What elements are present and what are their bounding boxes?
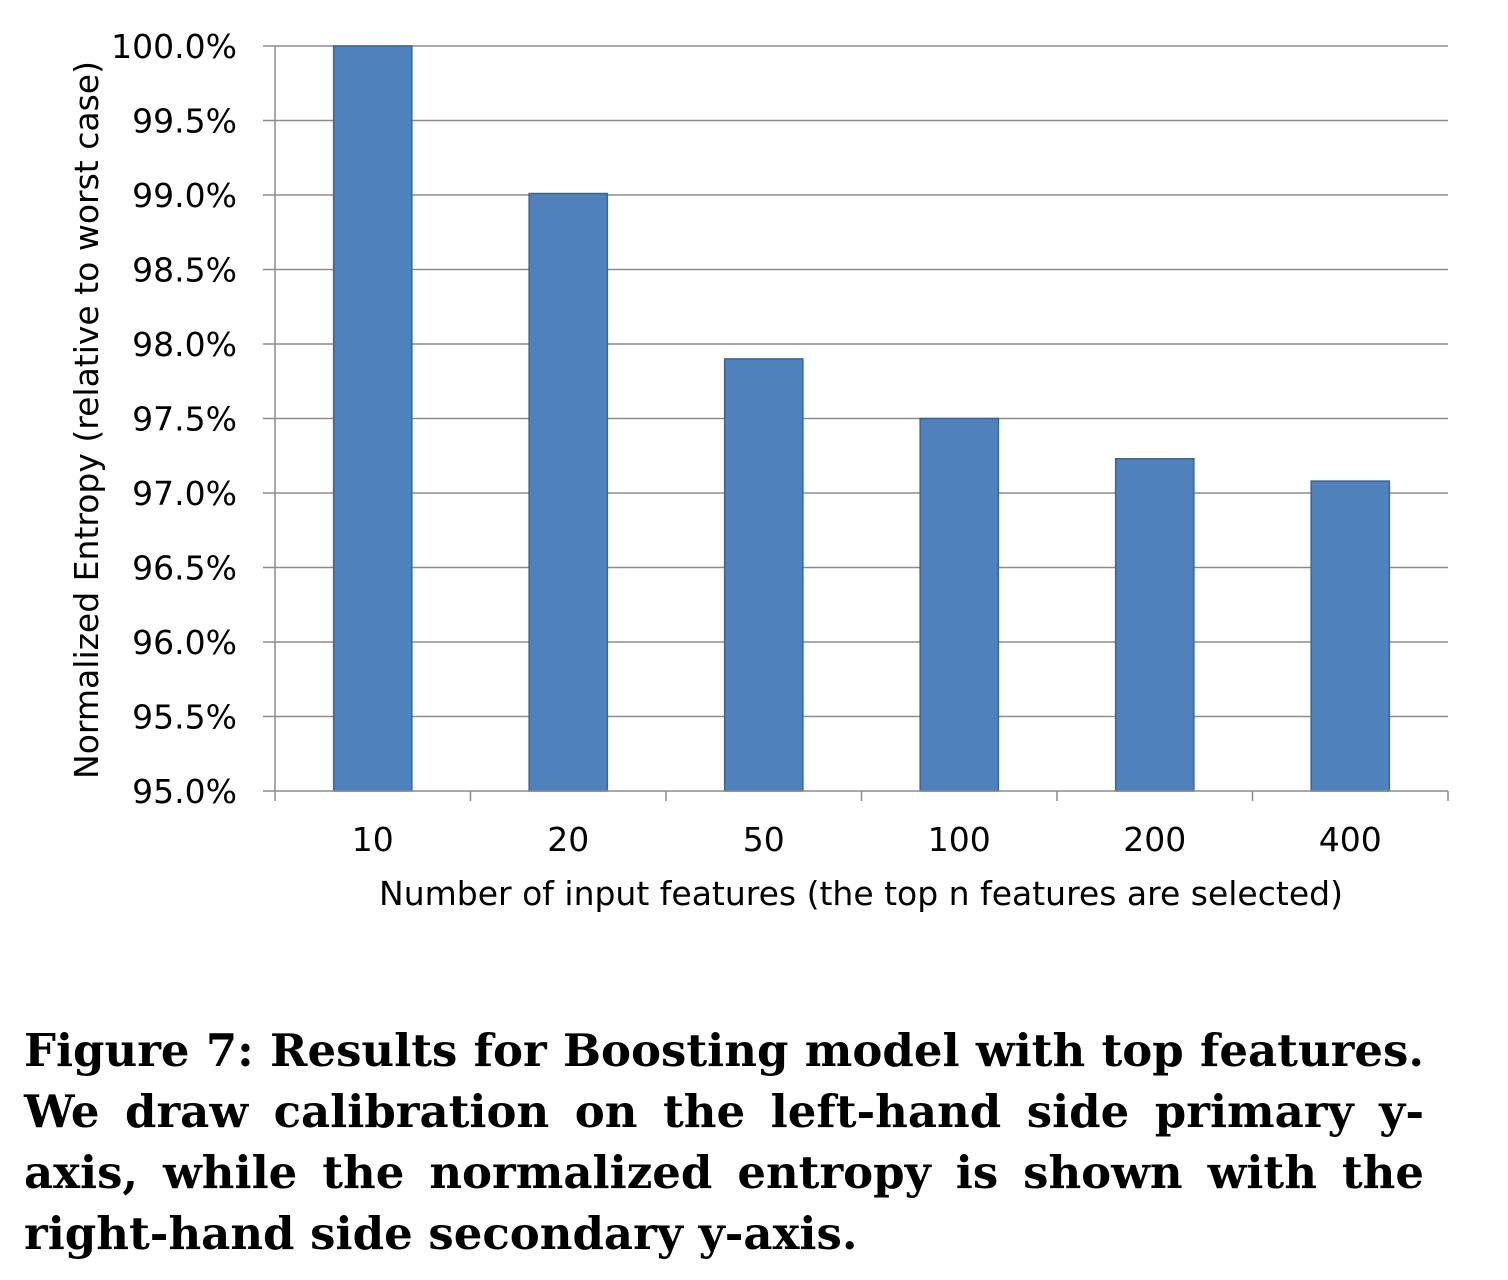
y-tick-labels: 95.0% 95.5% 96.0% 96.5% 97.0% 97.5% 98.0% 98.5%…: [111, 27, 237, 811]
bar-100: [920, 419, 998, 792]
bar-chart: 95.0% 95.5% 96.0% 96.5% 97.0% 97.5% 98.0% 98.5%…: [0, 0, 1508, 960]
y-axis-title: Normalized Entropy (relative to worst ca…: [67, 61, 106, 779]
bar-50: [725, 359, 803, 791]
gridlines: [275, 46, 1448, 717]
y-tick-label: 96.5%: [132, 549, 237, 588]
y-tick-label: 97.5%: [132, 400, 237, 439]
axes: [263, 46, 1448, 801]
y-tick-label: 99.5%: [132, 102, 237, 141]
y-tick-label: 96.0%: [132, 623, 237, 662]
y-tick-label: 95.0%: [132, 772, 237, 811]
bar-400: [1311, 481, 1389, 791]
x-tick-label: 10: [352, 820, 394, 859]
y-tick-label: 99.0%: [132, 176, 237, 215]
x-axis-title: Number of input features (the top n feat…: [379, 874, 1343, 913]
figure-caption: Figure 7: Results for Boosting model wit…: [24, 1020, 1424, 1264]
y-tick-label: 98.5%: [132, 251, 237, 290]
x-tick-label: 200: [1123, 820, 1186, 859]
bar-10: [334, 46, 412, 791]
x-tick-label: 400: [1319, 820, 1382, 859]
x-tick-label: 50: [743, 820, 785, 859]
y-tick-label: 100.0%: [111, 27, 237, 66]
x-tick-label: 20: [547, 820, 589, 859]
y-tick-label: 97.0%: [132, 474, 237, 513]
y-tick-label: 98.0%: [132, 325, 237, 364]
bar-200: [1116, 459, 1194, 791]
bar-20: [529, 194, 607, 791]
x-tick-label: 100: [928, 820, 991, 859]
y-tick-label: 95.5%: [132, 698, 237, 737]
x-tick-labels: 10 20 50 100 200 400: [352, 820, 1382, 859]
